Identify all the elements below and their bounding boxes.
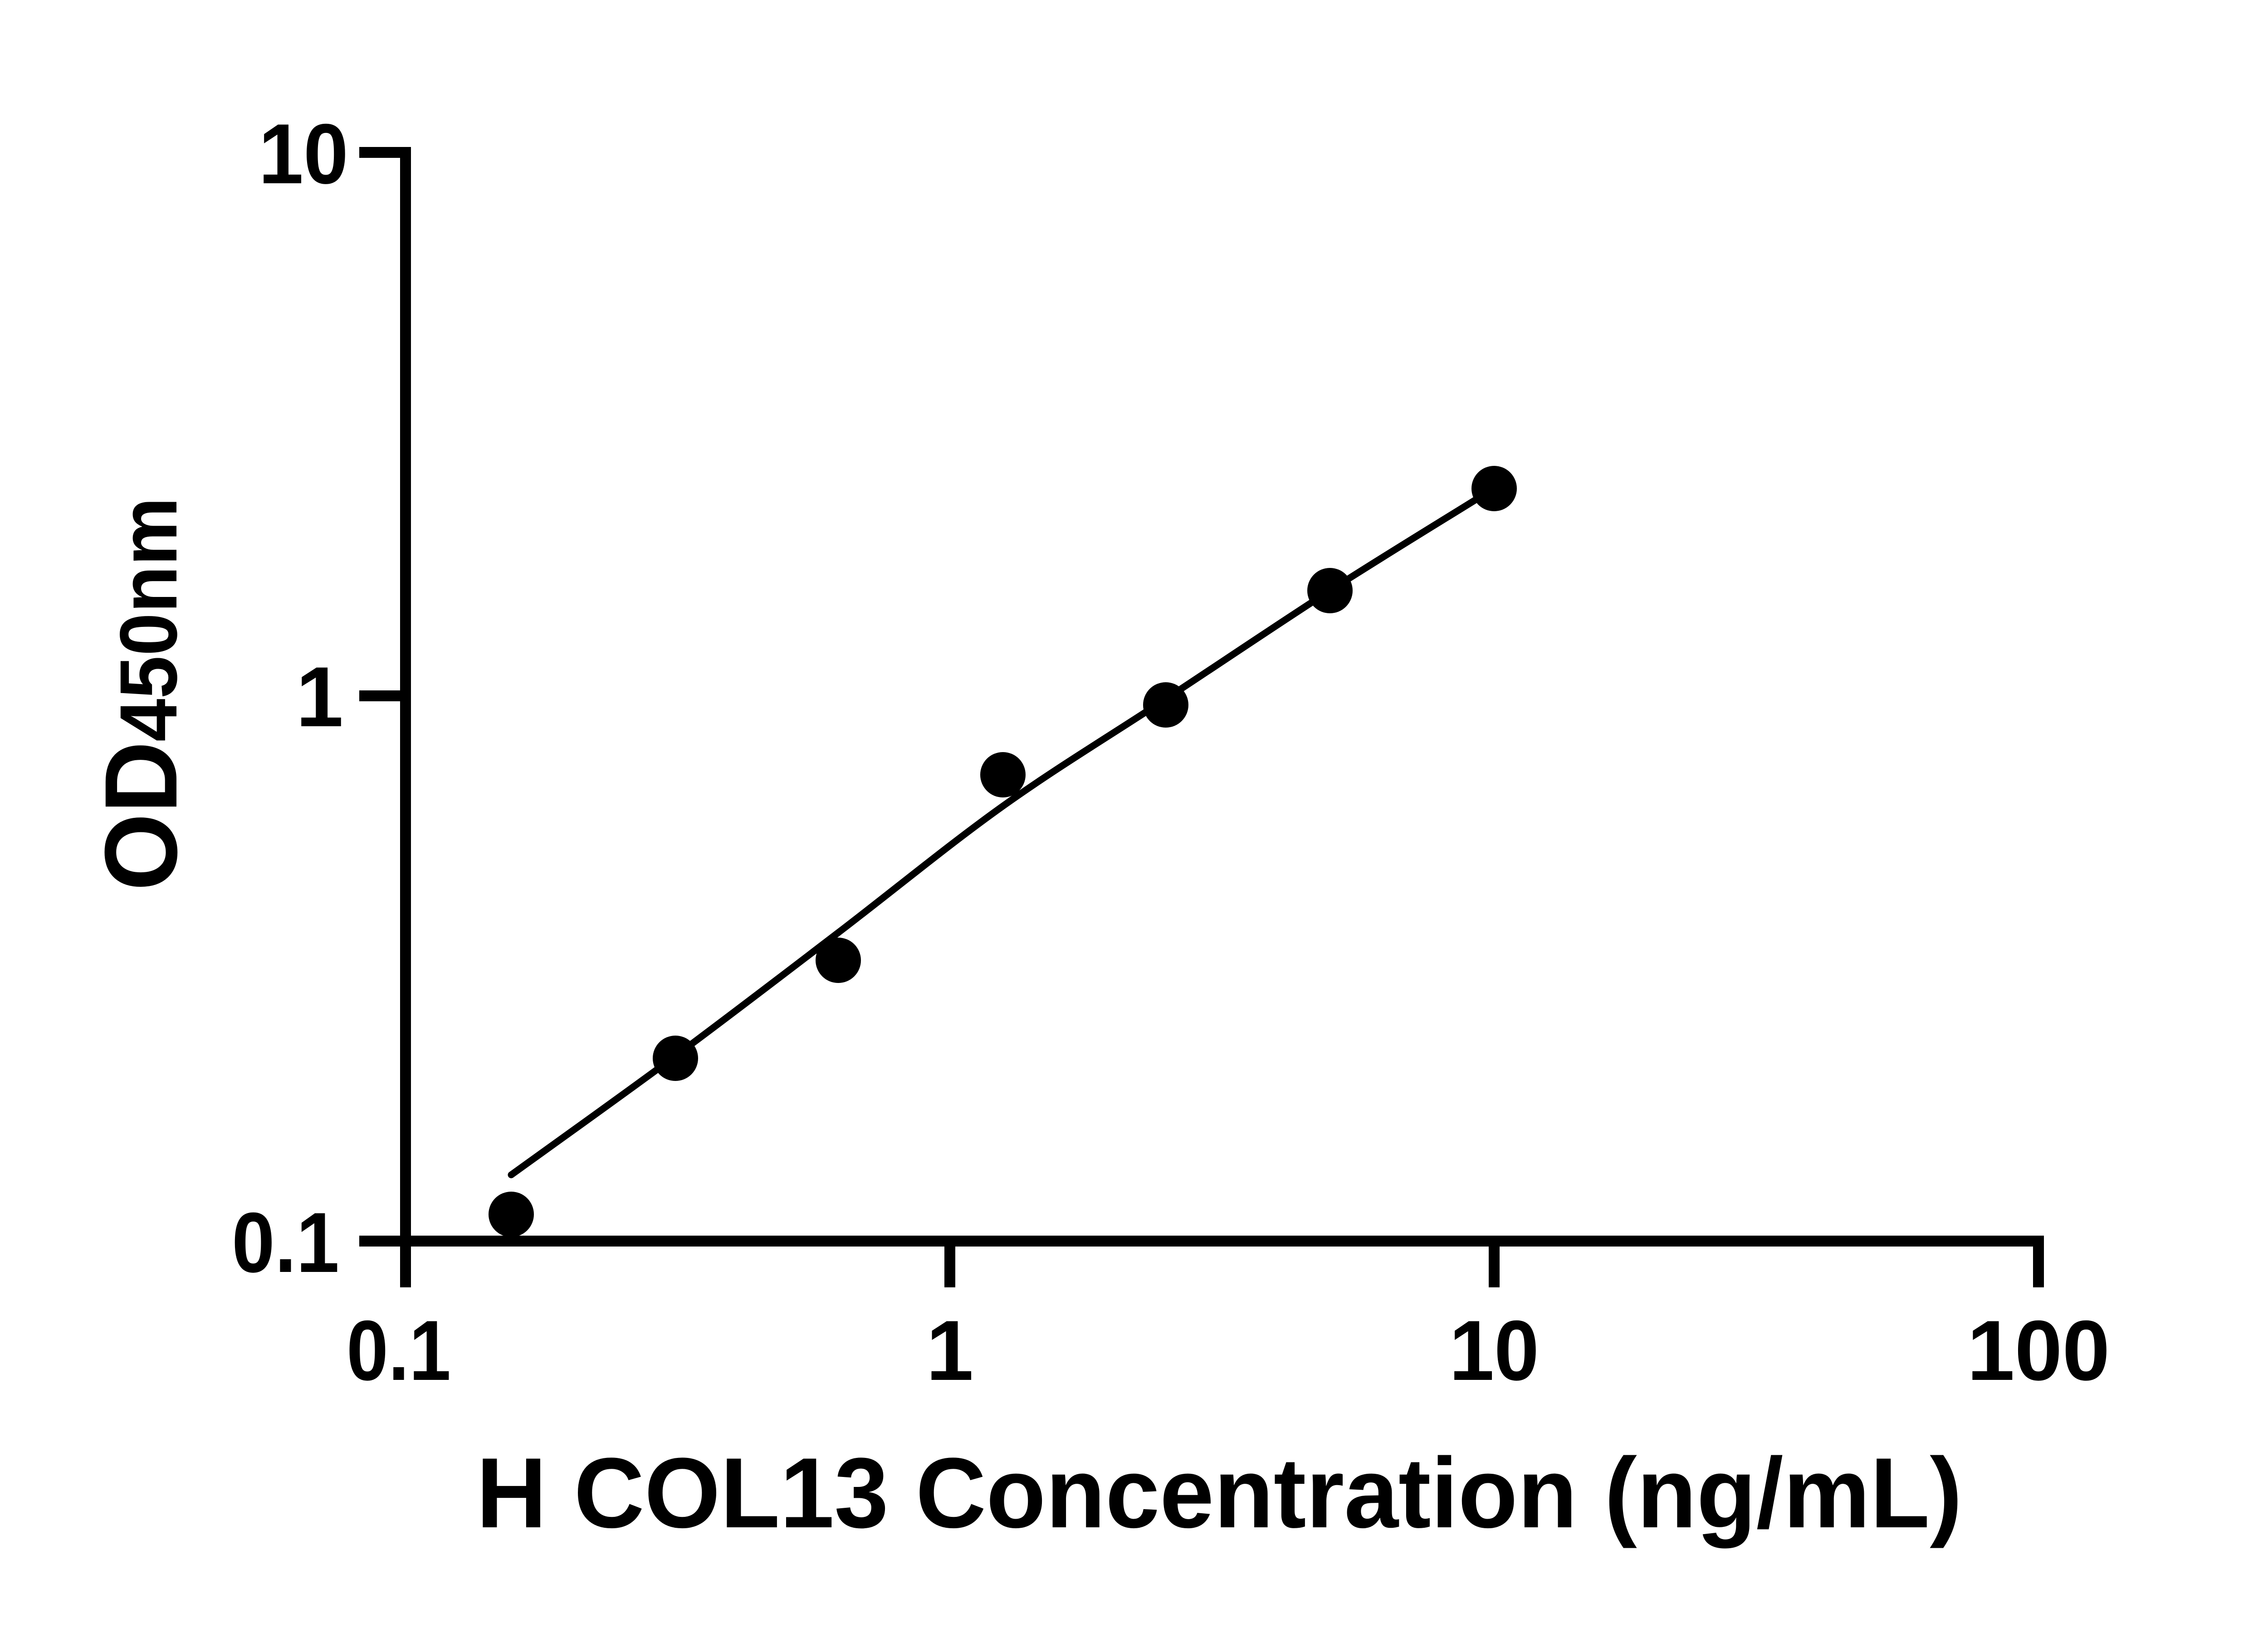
svg-text:0.1: 0.1 [347, 1303, 451, 1398]
svg-text:1: 1 [926, 1303, 974, 1398]
svg-text:0.1: 0.1 [232, 1195, 339, 1290]
svg-text:450nm: 450nm [103, 497, 194, 742]
svg-text:H COL13 Concentration (ng/mL): H COL13 Concentration (ng/mL) [476, 1437, 1962, 1549]
svg-text:10: 10 [259, 106, 348, 201]
svg-text:1: 1 [296, 649, 343, 744]
svg-text:OD: OD [84, 741, 199, 891]
svg-text:10: 10 [1449, 1303, 1539, 1398]
svg-text:100: 100 [1967, 1303, 2110, 1398]
